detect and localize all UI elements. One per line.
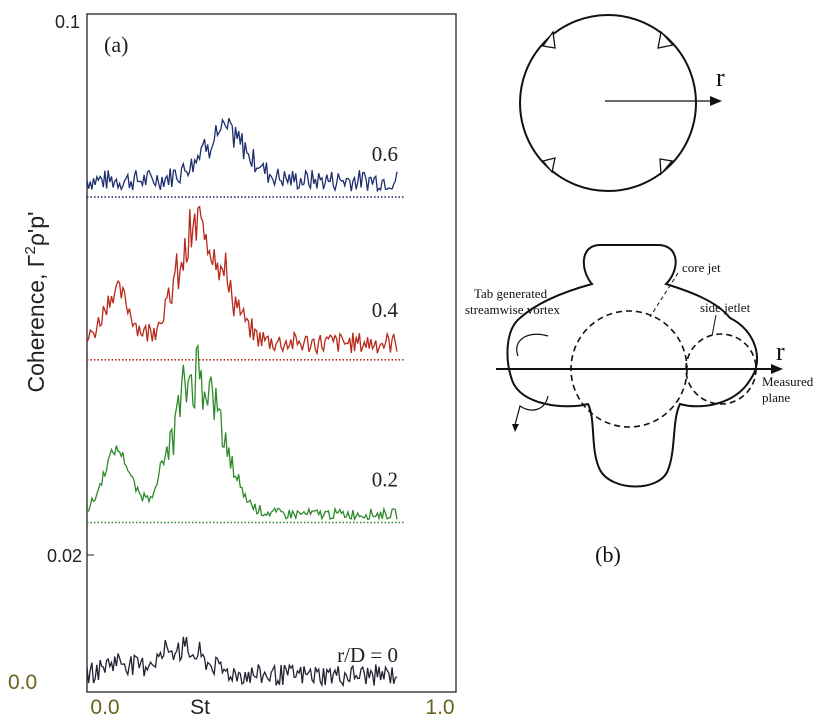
y-tick-label-bottom: 0.0	[8, 671, 37, 694]
series-label: 0.6	[372, 142, 398, 166]
panel-a: 0.1 0.02 0.0 0.0 1.0 St Coherence, Γ2ρ'p…	[8, 12, 457, 719]
series-4: r/D = 0	[86, 636, 398, 688]
vortex-arrow-upper	[516, 333, 549, 357]
plot-frame	[86, 13, 457, 693]
vortex-arrow-lower	[514, 395, 549, 426]
series-line	[86, 205, 398, 356]
series-label: 0.2	[372, 468, 398, 492]
r-label-bottom: r	[776, 337, 785, 366]
series-line	[86, 636, 398, 688]
measured-plane-arrowhead	[771, 364, 783, 374]
round-nozzle-outline	[519, 14, 697, 192]
series-label: 0.4	[372, 298, 399, 322]
measured-plane-label: Measured plane	[762, 374, 817, 405]
side-jetlet-leader	[711, 314, 717, 337]
tab-triangle-bottom-right	[659, 158, 674, 176]
panel-b: r r Tab generated streamwise vortex core…	[465, 14, 817, 567]
tab-vortex-label: Tab generated streamwise vortex	[465, 286, 560, 317]
x-axis-label: St	[190, 696, 210, 719]
vortex-arrowhead-lower	[512, 424, 519, 432]
x-tick-label-0: 0.0	[90, 696, 119, 719]
x-tick-label-1: 1.0	[425, 696, 454, 719]
series-line	[86, 117, 398, 193]
tab-triangle-top-left	[541, 30, 556, 49]
y-tick-label-top: 0.1	[55, 12, 80, 32]
series-line	[86, 343, 398, 522]
radius-arrowhead-top	[710, 96, 722, 106]
axis-ticks	[86, 13, 457, 692]
panel-b-label: (b)	[595, 542, 621, 567]
y-tick-label-mid: 0.02	[47, 546, 82, 566]
series-2: 0.4	[86, 205, 405, 361]
side-jetlet-label: side jetlet	[700, 300, 751, 315]
tab-triangle-top-right	[657, 30, 675, 49]
core-jet-label: core jet	[682, 260, 721, 275]
series-label: r/D = 0	[337, 643, 398, 667]
core-jet-leader	[649, 272, 679, 318]
series-1: 0.6	[86, 117, 405, 198]
series-3: 0.2	[86, 343, 405, 524]
lobed-jet-outline	[506, 244, 759, 488]
tab-triangle-bottom-left	[541, 157, 556, 174]
y-axis-label: Coherence, Γ2ρ'p'	[22, 212, 49, 393]
series-layer: 0.6 0.4 0.2 r/D = 0	[86, 117, 405, 688]
panel-a-label: (a)	[104, 32, 128, 57]
r-label-top: r	[716, 63, 725, 92]
